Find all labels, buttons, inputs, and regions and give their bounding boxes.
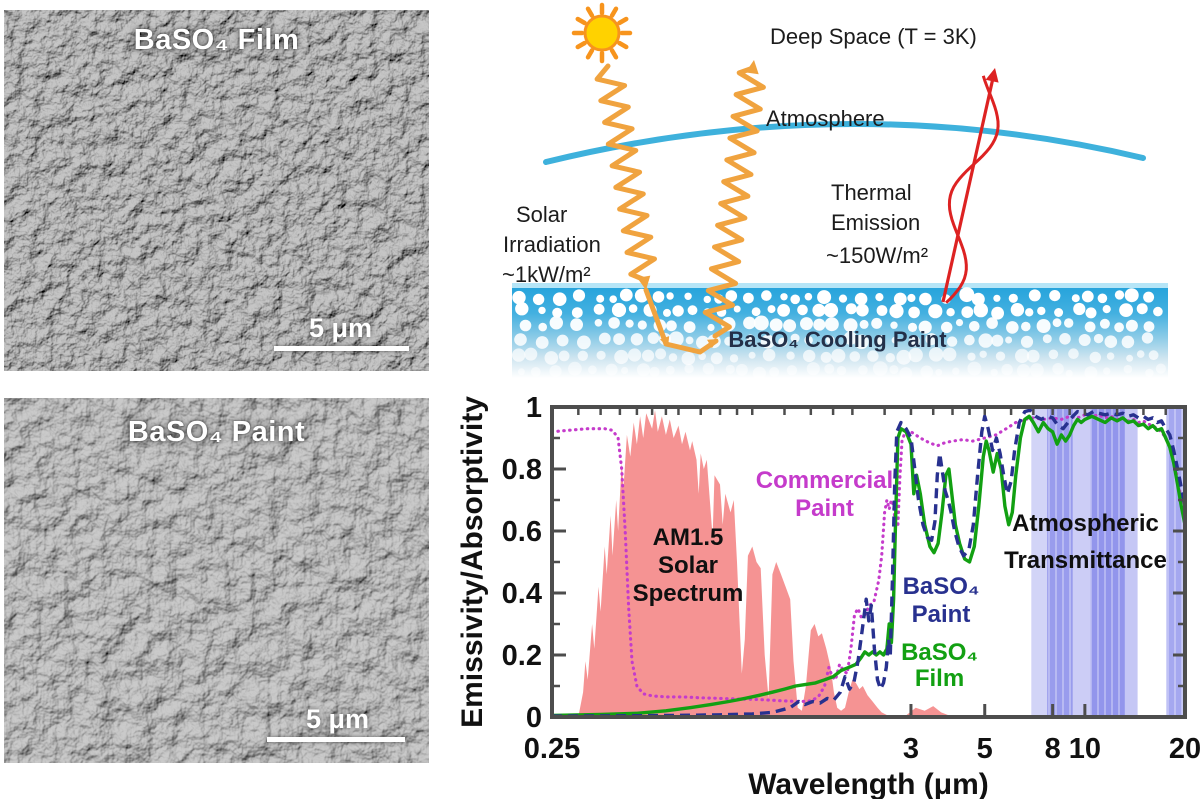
sem-image-film: BaSO₄ Film 5 μm (4, 10, 429, 371)
svg-text:5: 5 (977, 733, 993, 765)
svg-text:0.4: 0.4 (502, 578, 542, 610)
svg-text:0.25: 0.25 (524, 733, 580, 765)
cooling-paint-layer (512, 283, 1168, 380)
svg-text:8: 8 (1045, 733, 1061, 765)
svg-text:Wavelength (μm): Wavelength (μm) (748, 768, 989, 799)
cooling-paint-label: BaSO₄ Cooling Paint (728, 327, 947, 352)
thermal-emission-label: Thermal Emission ~150W/m² (826, 180, 929, 268)
svg-text:0: 0 (526, 702, 542, 734)
sem-paint-label: BaSO₄ Paint (127, 416, 306, 448)
schematic-canvas (543, 2, 1146, 355)
solar-spectrum-annotation: AM1.5 Solar Spectrum (632, 524, 744, 607)
svg-text:0.8: 0.8 (502, 454, 542, 486)
atmospheric-transmittance-annotation: Atmospheric Transmittance (1004, 510, 1167, 574)
svg-text:20: 20 (1169, 733, 1200, 765)
svg-text:10: 10 (1069, 733, 1101, 765)
sem-paint-scale-bar (267, 737, 405, 742)
paint-microspheres (512, 287, 1166, 380)
deep-space-label: Deep Space (T = 3K) (770, 24, 977, 49)
sem-paint-texture (4, 398, 429, 763)
solar-irradiation-label: Solar Irradiation ~1kW/m² (502, 202, 601, 287)
sem-film-scale-bar (274, 346, 409, 351)
sem-film-texture (4, 10, 429, 371)
sem-film-label: BaSO₄ Film (133, 24, 300, 56)
sem-film-scale-label: 5 μm (309, 313, 373, 343)
svg-text:0.2: 0.2 (502, 640, 542, 672)
commercial-paint-annotation: Commercial Paint (755, 467, 894, 522)
sem-image-paint: BaSO₄ Paint 5 μm (4, 398, 429, 763)
svg-text:3: 3 (903, 733, 919, 765)
paint-surface-line (512, 283, 1168, 289)
baso4-paint-annotation: BaSO₄ Paint (902, 573, 980, 628)
svg-text:1: 1 (526, 392, 542, 424)
atmosphere-label: Atmosphere (766, 106, 885, 131)
spectrum-chart-canvas: 0 0.2 0.4 0.6 0.8 1 0.25 3 5 8 10 20 Wavelength (μm)… (456, 392, 1200, 799)
baso4-film-annotation: BaSO₄ Film (901, 639, 978, 692)
svg-text:0.6: 0.6 (502, 516, 542, 548)
svg-text:Emissivity/Absorptivity: Emissivity/Absorptivity (456, 396, 489, 728)
sem-paint-scale-label: 5 μm (306, 704, 370, 734)
